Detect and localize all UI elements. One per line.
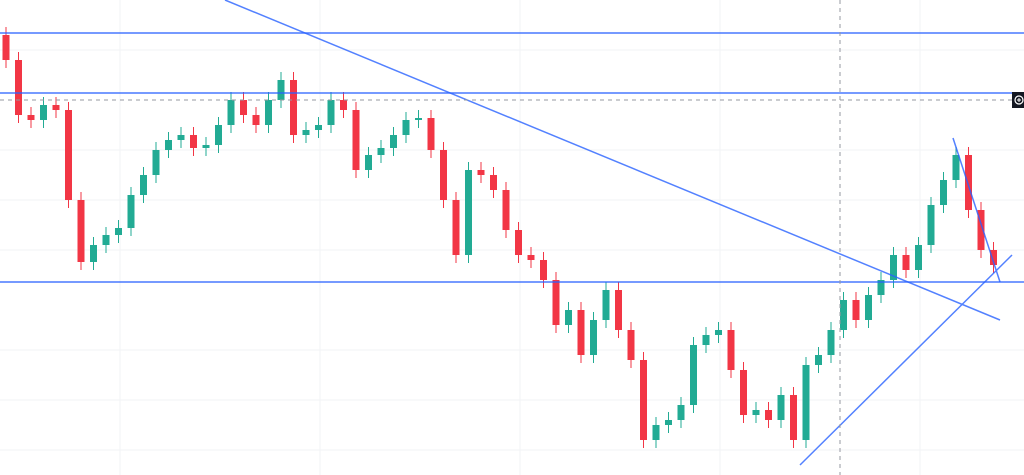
candle-body <box>977 210 985 250</box>
candles <box>2 27 997 448</box>
trend-line <box>799 254 1013 466</box>
candle-body <box>65 110 72 200</box>
candle-body <box>815 355 822 365</box>
candle-body <box>252 115 260 125</box>
candle-body <box>27 115 35 120</box>
add-alert-button[interactable] <box>1012 92 1024 108</box>
candle-body <box>240 100 247 115</box>
candle-body <box>265 100 272 125</box>
candle-body <box>740 370 747 415</box>
candle-body <box>802 365 810 440</box>
candle-body <box>940 180 947 205</box>
candle-body <box>952 155 960 180</box>
candle-body <box>302 130 310 135</box>
candle-body <box>540 260 547 280</box>
candle-body <box>715 330 722 335</box>
candle-body <box>90 245 97 262</box>
candle-body <box>290 80 297 135</box>
candle-body <box>402 120 410 135</box>
trend-line <box>952 137 1001 283</box>
candle-body <box>765 410 772 420</box>
candle-body <box>452 200 460 255</box>
candle-body <box>915 245 922 270</box>
candle-body <box>677 405 685 420</box>
candle-body <box>165 140 172 150</box>
trend-line <box>224 0 1001 321</box>
candle-body <box>690 345 697 405</box>
candle-body <box>115 228 122 235</box>
candle-body <box>777 395 785 420</box>
candle-body <box>752 410 760 415</box>
candle-body <box>590 320 597 355</box>
candle-body <box>440 150 447 200</box>
candle-body <box>627 330 635 360</box>
candle-body <box>77 200 85 262</box>
candle-body <box>602 290 610 320</box>
candle-body <box>2 35 10 60</box>
trend-lines <box>224 0 1013 466</box>
candle-body <box>665 420 672 425</box>
candle-body <box>415 118 422 120</box>
candle-body <box>865 295 872 320</box>
candle-body <box>365 155 372 170</box>
candle-body <box>477 170 485 175</box>
levels <box>0 32 1024 283</box>
candle-body <box>502 190 510 230</box>
candle-body <box>377 148 385 155</box>
candle-body <box>140 175 147 195</box>
candle-body <box>490 175 497 190</box>
candle-body <box>990 250 997 265</box>
candle-body <box>890 255 897 280</box>
candle-body <box>52 105 60 110</box>
candle-body <box>465 170 472 255</box>
candle-body <box>390 135 397 148</box>
candle-body <box>427 118 435 150</box>
candle-body <box>277 80 285 100</box>
candle-body <box>327 100 335 125</box>
candle-body <box>577 310 585 355</box>
candle-body <box>840 300 847 330</box>
candle-body <box>102 235 110 245</box>
candle-body <box>827 330 835 355</box>
candle-body <box>15 60 22 115</box>
candle-body <box>652 425 660 440</box>
candle-body <box>565 310 572 325</box>
candle-body <box>727 330 735 370</box>
candle-body <box>340 100 347 110</box>
candle-body <box>902 255 910 270</box>
candle-body <box>702 335 710 345</box>
candle-body <box>202 145 210 148</box>
candle-body <box>527 255 535 260</box>
candle-body <box>127 195 135 228</box>
candle-body <box>515 230 522 255</box>
candle-body <box>152 150 160 175</box>
candle-body <box>227 100 235 125</box>
candle-body <box>790 395 797 440</box>
candle-body <box>352 110 360 170</box>
candle-body <box>852 300 860 320</box>
candle-body <box>315 125 322 130</box>
candle-body <box>190 135 197 148</box>
candle-body <box>965 155 972 210</box>
candle-body <box>615 290 622 330</box>
candle-body <box>40 105 47 120</box>
candle-body <box>552 280 560 325</box>
candle-body <box>215 125 222 145</box>
candle-body <box>927 205 935 245</box>
candle-body <box>640 360 647 440</box>
candle-body <box>877 280 885 295</box>
candle-body <box>177 135 185 140</box>
